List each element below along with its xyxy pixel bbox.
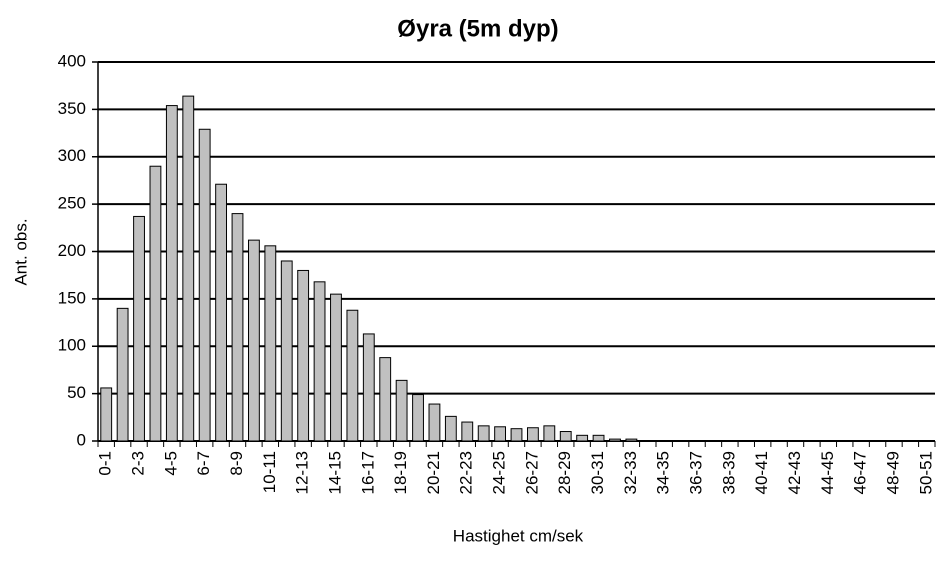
y-tick-label: 300 (58, 146, 86, 165)
x-tick-label: 36-37 (687, 451, 706, 494)
x-tick-label: 46-47 (851, 451, 870, 494)
bar (444, 415, 457, 442)
x-tick-label: 20-21 (424, 451, 443, 494)
bar (133, 215, 145, 442)
x-tick-label: 4-5 (161, 451, 180, 476)
x-tick-label: 40-41 (752, 451, 771, 494)
x-tick-label: 0-1 (96, 451, 115, 476)
bar (100, 387, 113, 442)
bar (215, 183, 228, 442)
bar (379, 357, 392, 442)
y-tick-label: 50 (67, 383, 86, 402)
x-tick-label: 44-45 (818, 451, 837, 494)
y-tick-label: 150 (58, 288, 86, 307)
bar (510, 428, 523, 442)
chart-title: Øyra (5m dyp) (397, 15, 558, 42)
x-tick-label: 8-9 (227, 451, 246, 476)
y-axis-title: Ant. obs. (11, 218, 30, 285)
bar (264, 245, 277, 442)
x-tick-label: 22-23 (457, 451, 476, 494)
x-tick-label: 10-11 (260, 451, 279, 493)
bar (362, 333, 375, 442)
bar (609, 438, 621, 442)
bar (543, 425, 556, 442)
bar (494, 426, 507, 442)
x-tick-label: 30-31 (588, 451, 607, 494)
x-axis-title: Hastighet cm/sek (453, 526, 584, 545)
x-tick-label: 34-35 (654, 451, 673, 494)
bar (576, 434, 589, 442)
bar (526, 427, 539, 442)
bar (149, 165, 162, 442)
bar (231, 213, 244, 442)
bar (395, 379, 408, 442)
bar (428, 403, 441, 442)
x-tick-label: 32-33 (621, 451, 640, 494)
y-tick-label: 250 (58, 194, 86, 213)
bar (182, 95, 195, 442)
bar (625, 438, 638, 442)
bar (461, 421, 474, 442)
x-tick-label: 38-39 (719, 451, 738, 494)
y-tick-label: 100 (58, 336, 86, 355)
x-tick-label: 26-27 (522, 451, 541, 494)
y-tick-label: 400 (58, 51, 86, 70)
bar (477, 425, 490, 442)
bar (412, 394, 424, 442)
x-tick-label: 28-29 (555, 451, 574, 494)
bar (330, 293, 342, 442)
y-tick-label: 200 (58, 241, 86, 260)
y-tick-label: 350 (58, 99, 86, 118)
x-tick-label: 12-13 (293, 451, 312, 494)
bar (165, 105, 178, 442)
x-tick-label: 18-19 (391, 451, 410, 494)
x-tick-label: 50-51 (916, 451, 935, 494)
bar (280, 260, 293, 442)
x-tick-label: 48-49 (883, 451, 902, 494)
x-tick-label: 16-17 (358, 451, 377, 494)
y-tick-label: 0 (77, 430, 86, 449)
bar (346, 309, 359, 442)
bar (297, 269, 310, 442)
bar (198, 128, 211, 442)
x-tick-label: 2-3 (129, 451, 148, 476)
bar (313, 281, 326, 442)
bar (559, 431, 572, 442)
bar (592, 434, 605, 442)
x-tick-label: 6-7 (194, 451, 213, 476)
bar (247, 239, 260, 442)
x-tick-label: 42-43 (785, 451, 804, 494)
x-tick-label: 14-15 (325, 451, 344, 494)
bar (116, 307, 129, 442)
x-tick-label: 24-25 (490, 451, 509, 494)
